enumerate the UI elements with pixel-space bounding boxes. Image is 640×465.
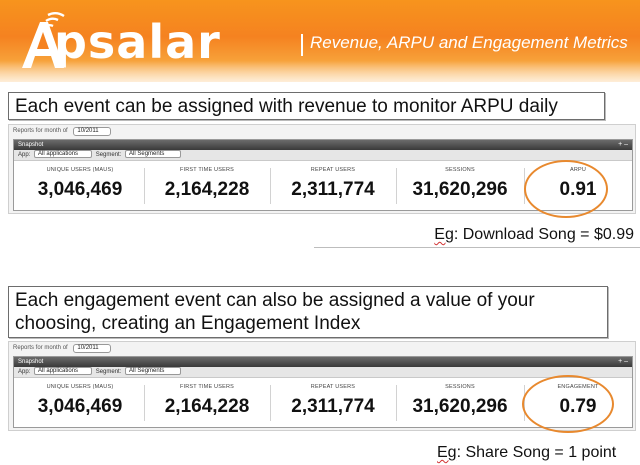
metric-value: 2,164,228: [164, 179, 250, 200]
filter-row: App: All applications Segment: All Segme…: [14, 150, 632, 161]
note-underline: [314, 247, 640, 248]
logo-wordmark: psalar: [54, 15, 221, 69]
metric-value: 2,164,228: [164, 396, 250, 417]
filter-row: App: All applications Segment: All Segme…: [14, 367, 632, 378]
metric-label: FIRST TIME USERS: [179, 384, 235, 390]
metric-value: 31,620,296: [412, 396, 508, 417]
metric-label: UNIQUE USERS (MAUs): [46, 384, 114, 390]
month-select[interactable]: 10/2011: [73, 127, 112, 136]
note-text: : Download Song = $0.99: [453, 226, 634, 243]
segment-label: Segment:: [95, 369, 122, 375]
divider: [144, 168, 145, 204]
metric-value: 31,620,296: [412, 179, 508, 200]
metric-repeat-users: REPEAT USERS 2,311,774: [274, 164, 392, 208]
panel-header: Snapshot + –: [14, 140, 632, 150]
note-text: : Share Song = 1 point: [456, 444, 617, 461]
example-note-share: Eg: Share Song = 1 point: [437, 444, 616, 462]
metric-first-time-users: FIRST TIME USERS 2,164,228: [148, 164, 266, 208]
callout-engagement: Each engagement event can also be assign…: [8, 286, 608, 338]
segment-label: Segment:: [95, 152, 122, 158]
banner-separator: [301, 34, 303, 56]
page-title: Revenue, ARPU and Engagement Metrics: [310, 33, 628, 52]
panel-title: Snapshot: [18, 359, 44, 365]
month-select[interactable]: 10/2011: [73, 344, 112, 353]
note-prefix: Eg: [437, 444, 457, 461]
metric-label: UNIQUE USERS (MAUs): [46, 167, 114, 173]
metric-label: REPEAT USERS: [310, 384, 356, 390]
divider: [270, 168, 271, 204]
engagement-highlight-circle: [522, 375, 614, 433]
app-label: App:: [18, 152, 31, 158]
metric-label: FIRST TIME USERS: [179, 167, 235, 173]
apsalar-logo: psalar: [18, 12, 223, 72]
metric-value: 2,311,774: [291, 179, 375, 200]
note-prefix: Eg: [434, 226, 454, 243]
metric-unique-users: UNIQUE USERS (MAUs) 3,046,469: [20, 164, 140, 208]
panel-controls-icon[interactable]: + –: [618, 358, 628, 365]
metrics-row: UNIQUE USERS (MAUs) 3,046,469 FIRST TIME…: [14, 162, 632, 210]
metric-first-time-users: FIRST TIME USERS 2,164,228: [148, 381, 266, 425]
metric-value: 3,046,469: [37, 179, 123, 200]
metric-label: SESSIONS: [445, 167, 475, 173]
segment-select[interactable]: All Segments: [125, 367, 182, 376]
divider: [396, 385, 397, 421]
metric-value: 3,046,469: [37, 396, 123, 417]
segment-select[interactable]: All Segments: [125, 150, 182, 159]
divider: [396, 168, 397, 204]
metric-label: SESSIONS: [445, 384, 475, 390]
panel-controls-icon[interactable]: + –: [618, 141, 628, 148]
arpu-highlight-circle: [524, 160, 608, 218]
header-banner: psalar Revenue, ARPU and Engagement Metr…: [0, 0, 640, 82]
reports-label: Reports for month of: [13, 345, 68, 351]
metric-repeat-users: REPEAT USERS 2,311,774: [274, 381, 392, 425]
metric-label: REPEAT USERS: [310, 167, 356, 173]
metric-sessions: SESSIONS 31,620,296: [400, 164, 520, 208]
panel-header: Snapshot + –: [14, 357, 632, 367]
app-select[interactable]: All applications: [34, 150, 93, 159]
callout-revenue: Each event can be assigned with revenue …: [8, 92, 605, 120]
metric-value: 2,311,774: [291, 396, 375, 417]
logo-a-mark-icon: [22, 12, 65, 68]
banner-fade: [0, 60, 640, 82]
reports-label: Reports for month of: [13, 128, 68, 134]
example-note-download: Eg: Download Song = $0.99: [434, 226, 634, 244]
report-month-row: Reports for month of 10/2011: [13, 344, 112, 353]
divider: [144, 385, 145, 421]
app-select[interactable]: All applications: [34, 367, 93, 376]
app-label: App:: [18, 369, 31, 375]
metric-sessions: SESSIONS 31,620,296: [400, 381, 520, 425]
panel-title: Snapshot: [18, 142, 44, 148]
report-month-row: Reports for month of 10/2011: [13, 127, 112, 136]
metrics-row: UNIQUE USERS (MAUs) 3,046,469 FIRST TIME…: [14, 379, 632, 427]
metric-unique-users: UNIQUE USERS (MAUs) 3,046,469: [20, 381, 140, 425]
divider: [270, 385, 271, 421]
